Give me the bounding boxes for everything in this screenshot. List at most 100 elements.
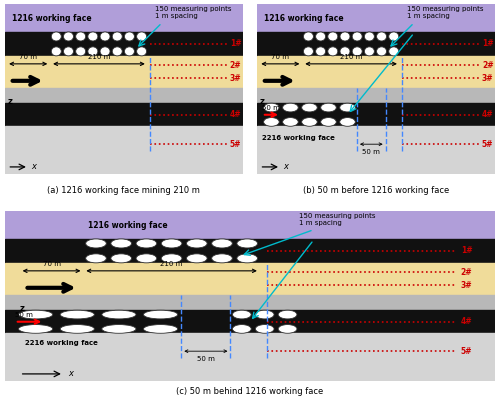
Ellipse shape (162, 239, 182, 248)
Text: 50 m: 50 m (362, 149, 380, 155)
Text: 150 measuring points
1 m spacing: 150 measuring points 1 m spacing (299, 213, 376, 226)
Bar (257, 126, 495, 174)
Ellipse shape (316, 47, 326, 56)
Text: 5#: 5# (230, 140, 241, 149)
Ellipse shape (282, 103, 298, 112)
Text: 5#: 5# (482, 140, 494, 149)
Ellipse shape (264, 117, 279, 126)
Ellipse shape (86, 239, 106, 248)
Ellipse shape (86, 254, 106, 263)
Text: 1#: 1# (482, 39, 494, 49)
Text: 1216 working face: 1216 working face (264, 13, 344, 23)
Ellipse shape (376, 32, 386, 41)
Text: 2216 working face: 2216 working face (262, 135, 335, 141)
Text: 3#: 3# (460, 281, 472, 290)
Bar (257, 4, 495, 32)
Text: 4#: 4# (230, 110, 241, 119)
Ellipse shape (340, 32, 350, 41)
Ellipse shape (389, 32, 399, 41)
Bar (5, 211, 495, 239)
Text: z: z (8, 97, 12, 106)
Text: 150 measuring points
1 m spacing: 150 measuring points 1 m spacing (407, 6, 484, 19)
Ellipse shape (232, 324, 251, 333)
Bar (5, 88, 243, 103)
Ellipse shape (256, 324, 274, 333)
Ellipse shape (124, 47, 134, 56)
Ellipse shape (76, 32, 86, 41)
Ellipse shape (124, 32, 134, 41)
Text: (a) 1216 working face mining 210 m: (a) 1216 working face mining 210 m (48, 185, 201, 194)
Text: 210 m: 210 m (160, 260, 183, 266)
Ellipse shape (340, 47, 350, 56)
Ellipse shape (64, 32, 74, 41)
Text: 50 m: 50 m (15, 312, 32, 318)
Ellipse shape (264, 103, 279, 112)
Bar (5, 103, 243, 126)
Bar (5, 310, 495, 333)
Ellipse shape (111, 239, 132, 248)
Text: 2#: 2# (230, 61, 241, 70)
Ellipse shape (302, 103, 318, 112)
Ellipse shape (60, 310, 94, 319)
Text: 50 m: 50 m (262, 105, 280, 111)
Ellipse shape (76, 47, 86, 56)
Ellipse shape (320, 103, 336, 112)
Ellipse shape (102, 324, 136, 333)
Text: 150 measuring points
1 m spacing: 150 measuring points 1 m spacing (155, 6, 232, 19)
Ellipse shape (88, 32, 98, 41)
Text: 50 m: 50 m (197, 356, 215, 362)
Text: z: z (260, 97, 264, 106)
Text: 1216 working face: 1216 working face (88, 221, 168, 230)
Ellipse shape (320, 117, 336, 126)
Ellipse shape (282, 117, 298, 126)
Text: 1#: 1# (460, 246, 472, 256)
Ellipse shape (112, 32, 122, 41)
Text: 5#: 5# (460, 347, 472, 356)
Bar (5, 126, 243, 174)
Ellipse shape (212, 239, 233, 248)
Text: 4#: 4# (460, 317, 472, 326)
Ellipse shape (186, 254, 207, 263)
Ellipse shape (364, 32, 374, 41)
Ellipse shape (100, 47, 110, 56)
Ellipse shape (376, 47, 386, 56)
Ellipse shape (328, 32, 338, 41)
Bar (257, 103, 495, 126)
Bar (257, 88, 495, 103)
Text: 1#: 1# (230, 39, 241, 49)
Ellipse shape (232, 310, 251, 319)
Ellipse shape (278, 324, 297, 333)
Ellipse shape (212, 254, 233, 263)
Bar (5, 239, 495, 263)
Text: (b) 50 m before 1216 working face: (b) 50 m before 1216 working face (303, 185, 449, 194)
Ellipse shape (102, 310, 136, 319)
Ellipse shape (389, 47, 399, 56)
Ellipse shape (186, 239, 207, 248)
Text: 2#: 2# (460, 268, 472, 277)
Text: x: x (284, 162, 288, 171)
Ellipse shape (256, 310, 274, 319)
Ellipse shape (316, 32, 326, 41)
Text: 3#: 3# (482, 74, 494, 83)
Ellipse shape (352, 32, 362, 41)
Bar (5, 333, 495, 381)
Ellipse shape (340, 103, 355, 112)
Ellipse shape (237, 254, 258, 263)
Ellipse shape (18, 310, 52, 319)
Text: 70 m: 70 m (19, 53, 37, 60)
Ellipse shape (304, 32, 314, 41)
Ellipse shape (328, 47, 338, 56)
Ellipse shape (302, 117, 318, 126)
Ellipse shape (364, 47, 374, 56)
Ellipse shape (52, 32, 62, 41)
Ellipse shape (340, 117, 355, 126)
Bar (257, 56, 495, 88)
Ellipse shape (100, 32, 110, 41)
Text: 2#: 2# (482, 61, 494, 70)
Ellipse shape (304, 47, 314, 56)
Text: 3#: 3# (230, 74, 241, 83)
Text: z: z (20, 304, 24, 313)
Ellipse shape (144, 324, 178, 333)
Bar (257, 32, 495, 56)
Text: 210 m: 210 m (340, 53, 362, 60)
